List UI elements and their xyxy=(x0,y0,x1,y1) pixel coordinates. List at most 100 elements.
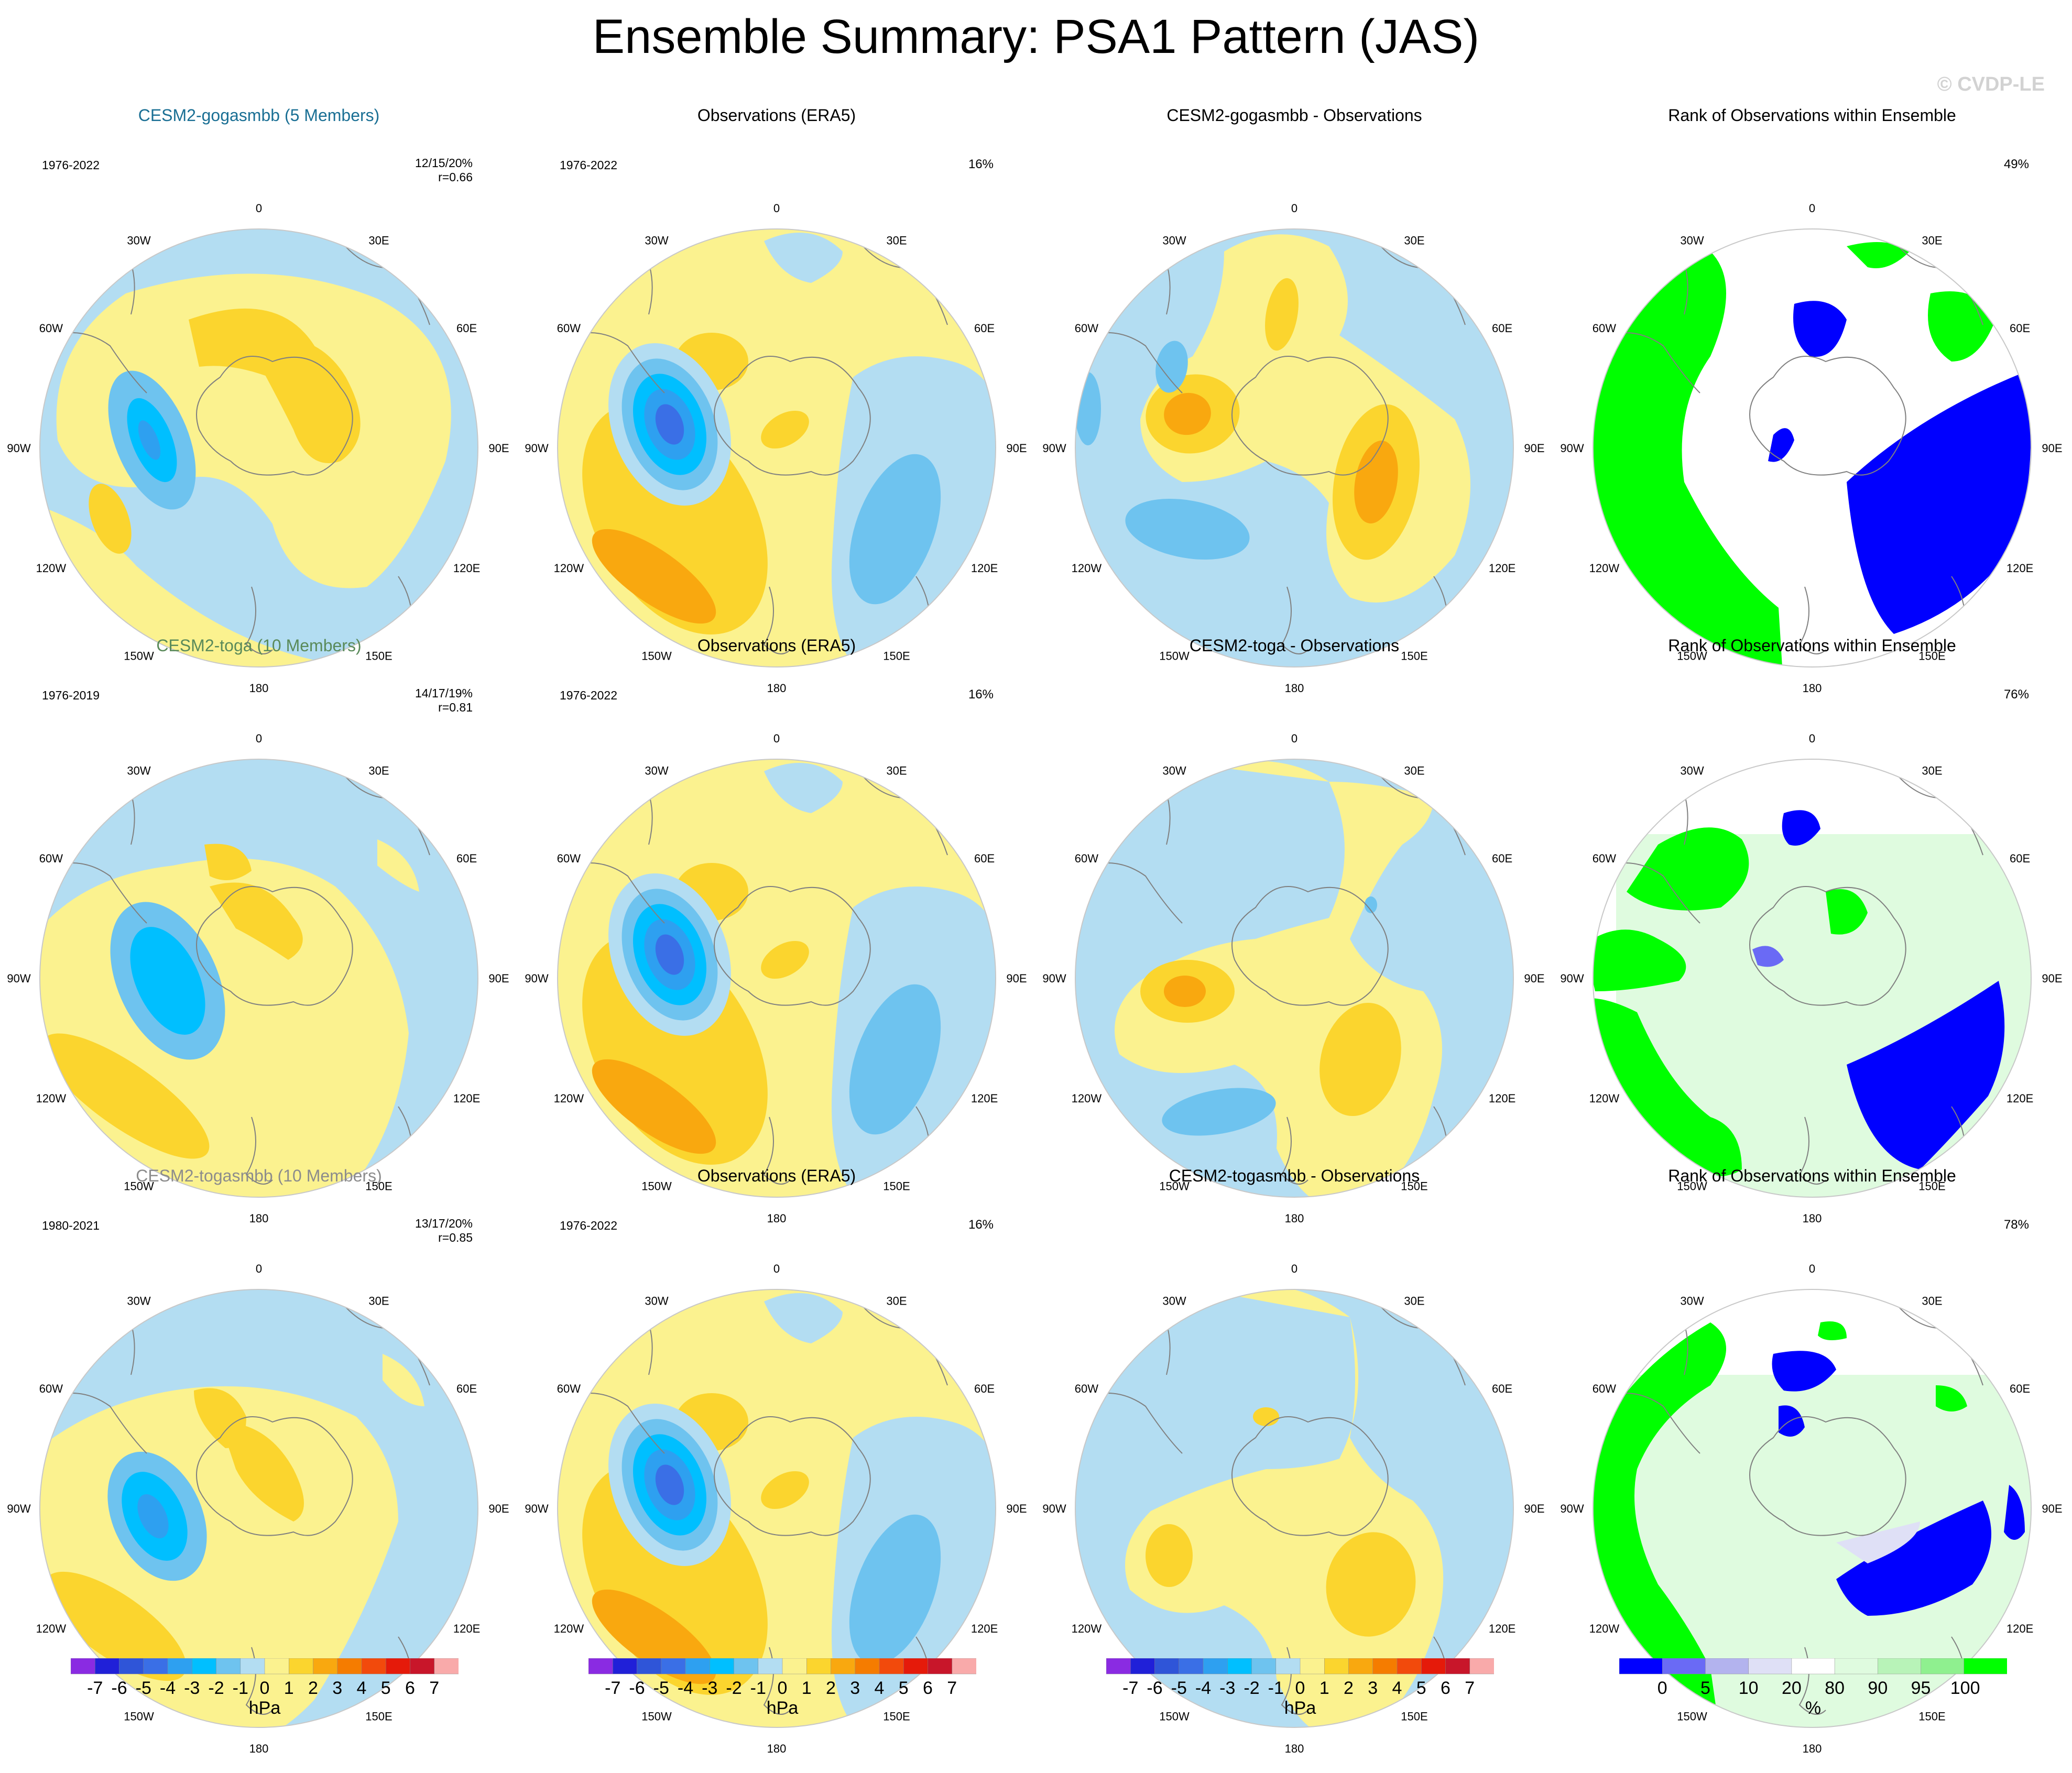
polar-map: 0 30E 60E 90E 120E 150E 180 150W 120W 90W 60W 30W xyxy=(1042,202,1544,695)
antarctica-coast xyxy=(1231,1416,1389,1536)
new-zealand-coast xyxy=(763,586,791,654)
pattern-correlation: r=0.85 xyxy=(438,1231,473,1244)
longitude-label: 30E xyxy=(886,234,907,247)
longitude-label: 180 xyxy=(767,1742,787,1755)
longitude-label: 150E xyxy=(365,650,392,663)
rms-stat: 13/17/20% xyxy=(415,1217,473,1230)
longitude-label: 30E xyxy=(886,1294,907,1307)
longitude-label: 90W xyxy=(525,972,548,985)
panel-model-row1: CESM2-gogasmbb (5 Members) 1976-2022 12/15… xyxy=(0,84,518,695)
map-boundary xyxy=(39,759,478,1198)
colorbar-tick-label: 80 xyxy=(1825,1678,1845,1698)
longitude-label: 90E xyxy=(2042,972,2062,985)
longitude-label: 150W xyxy=(124,1180,154,1193)
map-boundary xyxy=(39,1289,478,1728)
colorbar-swatch xyxy=(289,1658,314,1674)
polar-map: 0 30E 60E 90E 120E 150E 180 150W 120W 90W 60W 30W xyxy=(7,1262,509,1755)
positive-region xyxy=(592,529,716,624)
colorbar-tick-label: 6 xyxy=(1441,1678,1451,1698)
colorbar-swatch xyxy=(361,1658,387,1674)
longitude-label: 150E xyxy=(1401,650,1427,663)
panel-title: Observations (ERA5) xyxy=(697,106,856,125)
field-layer xyxy=(1075,1289,1513,1727)
colorbar-swatch xyxy=(661,1658,686,1674)
colorbar-tick-label: 2 xyxy=(1344,1678,1354,1698)
negative-region xyxy=(849,984,941,1135)
colorbar-swatch xyxy=(1251,1658,1277,1674)
longitude-label: 30E xyxy=(368,1294,389,1307)
positive-region xyxy=(383,1354,424,1406)
panel-model-row3: CESM2-togasmbb (10 Members) 1980-2021 13/1… xyxy=(0,1144,518,1755)
longitude-label: 90W xyxy=(7,1502,30,1515)
longitude-label: 150W xyxy=(641,1180,672,1193)
antarctica-coast xyxy=(1749,1416,1906,1536)
colorbar-tick-label: -7 xyxy=(87,1678,103,1698)
longitude-label: 30W xyxy=(1680,234,1704,247)
longitude-label: 30E xyxy=(1922,764,1942,777)
colorbar-tick-label: 3 xyxy=(850,1678,860,1698)
colorbar-swatch xyxy=(386,1658,411,1674)
antarctica-coast xyxy=(1231,886,1389,1006)
period-label: 1976-2022 xyxy=(560,688,617,702)
colorbar-tick-label: 7 xyxy=(1465,1678,1475,1698)
longitude-label: 90E xyxy=(1006,972,1027,985)
longitude-label: 90W xyxy=(7,442,30,455)
longitude-label: 30E xyxy=(1404,1294,1424,1307)
positive-region xyxy=(44,1571,187,1681)
longitude-label: 180 xyxy=(767,1212,787,1225)
colorbar-swatch xyxy=(758,1658,783,1674)
longitude-label: 180 xyxy=(1803,1742,1822,1755)
new-zealand-coast xyxy=(1281,586,1308,654)
colorbar-tick-label: -2 xyxy=(208,1678,224,1698)
polar-map: 0 30E 60E 90E 120E 150E 180 150W 120W 90W 60W 30W xyxy=(7,732,509,1225)
colorbar-swatches xyxy=(1106,1658,1494,1674)
polar-map: 0 30E 60E 90E 120E 150E 180 150W 120W 90W 60W 30W xyxy=(1560,202,2062,695)
longitude-label: 90W xyxy=(525,1502,548,1515)
field-layer xyxy=(40,1289,478,1727)
colorbar-swatch xyxy=(1469,1658,1494,1674)
longitude-label: 60E xyxy=(974,322,995,335)
longitude-label: 120W xyxy=(36,1092,67,1105)
colorbar-swatch xyxy=(952,1658,976,1674)
longitude-label: 90W xyxy=(1560,972,1584,985)
longitude-label: 30W xyxy=(1680,1294,1704,1307)
low-rank-region xyxy=(1793,301,1847,357)
longitude-label: 90E xyxy=(488,1502,509,1515)
high-rank-region xyxy=(1847,242,1910,268)
map-boundary xyxy=(557,1289,996,1728)
positive-region xyxy=(1146,1524,1193,1587)
colorbar-tick-label: 0 xyxy=(259,1678,270,1698)
panel-title: CESM2-togasmbb (10 Members) xyxy=(136,1166,382,1185)
colorbar-tick-label: 5 xyxy=(1416,1678,1426,1698)
field-layer xyxy=(40,229,478,667)
colorbar-swatch xyxy=(1421,1658,1446,1674)
longitude-label: 150W xyxy=(124,1710,154,1723)
colorbar-swatch xyxy=(879,1658,904,1674)
colorbar-swatch xyxy=(1791,1658,1835,1674)
colorbar-tick-label: -5 xyxy=(1171,1678,1187,1698)
longitude-label: 120W xyxy=(36,1622,67,1635)
colorbar-swatch xyxy=(71,1658,96,1674)
positive-region xyxy=(1253,1407,1279,1426)
high-rank-region xyxy=(1593,929,1686,991)
panel-title: CESM2-toga (10 Members) xyxy=(156,636,362,655)
colorbar-swatch xyxy=(1921,1658,1965,1674)
colorbar-swatch xyxy=(831,1658,856,1674)
longitude-label: 150E xyxy=(1918,650,1945,663)
new-zealand-coast xyxy=(245,586,273,654)
colorbar-hpa: -7 -6 -5 -4 -3 -2 -1 0 1 2 3 4 5 6 7 hPa xyxy=(71,1658,459,1737)
colorbar-tick-label: -3 xyxy=(1219,1678,1236,1698)
colorbar-swatch xyxy=(1445,1658,1470,1674)
colorbar-swatch xyxy=(216,1658,241,1674)
panel-diff-row2: CESM2-toga - Observations 0 30E 60E 90E 120E 1… xyxy=(1035,614,1553,1225)
panel-title: Observations (ERA5) xyxy=(697,636,856,655)
longitude-label: 60E xyxy=(1492,322,1512,335)
low-rank-region xyxy=(1836,1522,1920,1563)
longitude-label: 150E xyxy=(883,650,910,663)
colorbar-tick-label: -4 xyxy=(1195,1678,1212,1698)
longitude-label: 120W xyxy=(1589,1092,1620,1105)
longitude-label: 60W xyxy=(557,1382,581,1395)
longitude-label: 60W xyxy=(1075,852,1098,865)
antarctica-coast xyxy=(196,886,353,1006)
colorbar-tick-label: 4 xyxy=(356,1678,367,1698)
